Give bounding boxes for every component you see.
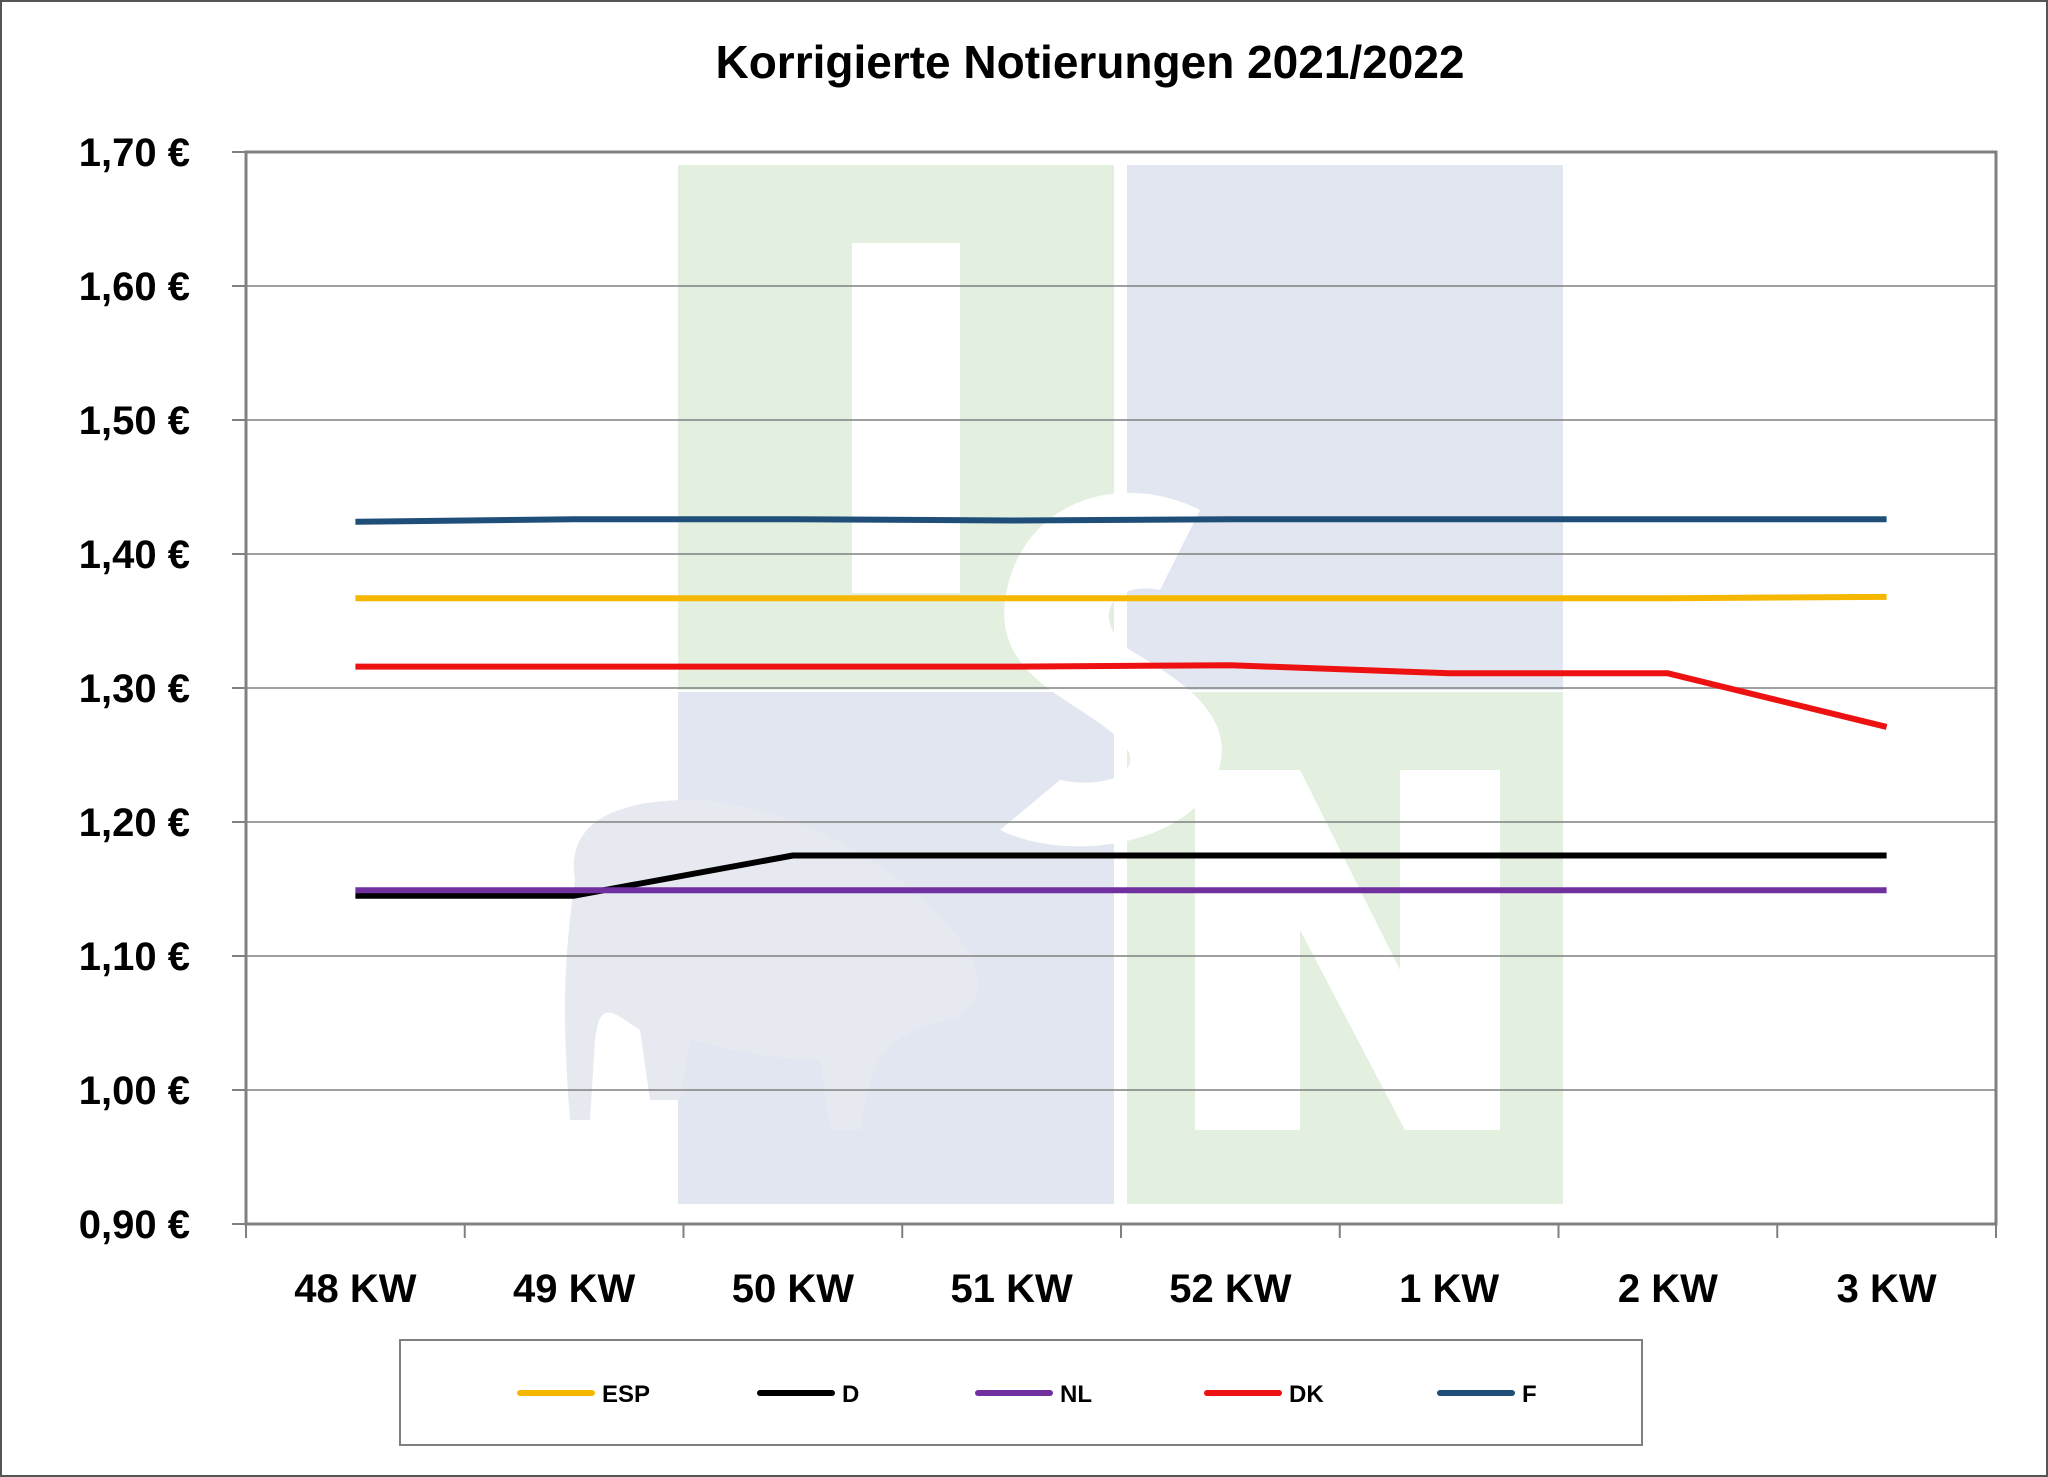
chart-title: Korrigierte Notierungen 2021/2022: [715, 36, 1464, 88]
y-tick-label: 1,50 €: [79, 399, 190, 443]
x-tick-label: 3 KW: [1837, 1267, 1937, 1311]
legend: ESP D NL DK F: [517, 1381, 1537, 1408]
x-tick-label: 49 KW: [513, 1267, 635, 1311]
series-line-dk: [355, 662, 1888, 730]
series-lines: [355, 516, 1888, 899]
y-tick-label: 0,90 €: [79, 1203, 190, 1247]
y-tick-label: 1,20 €: [79, 801, 190, 845]
legend-label-nl: NL: [1060, 1381, 1092, 1408]
series-line-f: [355, 516, 1887, 525]
legend-label-dk: DK: [1289, 1381, 1324, 1408]
series-line-esp: [355, 593, 1887, 602]
y-tick-label: 1,40 €: [79, 533, 190, 577]
x-tick-label: 52 KW: [1169, 1267, 1291, 1311]
y-tick-label: 1,00 €: [79, 1069, 190, 1113]
x-tick-label: 51 KW: [951, 1267, 1073, 1311]
y-tick-label: 1,60 €: [79, 265, 190, 309]
x-tick-label: 50 KW: [732, 1267, 854, 1311]
gridlines: [246, 285, 1996, 1091]
watermark-logo: [565, 165, 1563, 1204]
y-tick-label: 1,70 €: [79, 131, 190, 175]
x-tick-label: 48 KW: [294, 1267, 416, 1311]
y-tick-label: 1,30 €: [79, 667, 190, 711]
x-tick-label: 2 KW: [1618, 1267, 1718, 1311]
x-tick-label: 1 KW: [1399, 1267, 1499, 1311]
legend-label-f: F: [1522, 1381, 1537, 1408]
y-tick-label: 1,10 €: [79, 935, 190, 979]
legend-label-esp: ESP: [602, 1381, 650, 1408]
legend-label-d: D: [842, 1381, 859, 1408]
axes: 0,90 € 1,00 € 1,10 € 1,20 € 1,30 € 1,40 € 1,50…: [79, 131, 1997, 1311]
